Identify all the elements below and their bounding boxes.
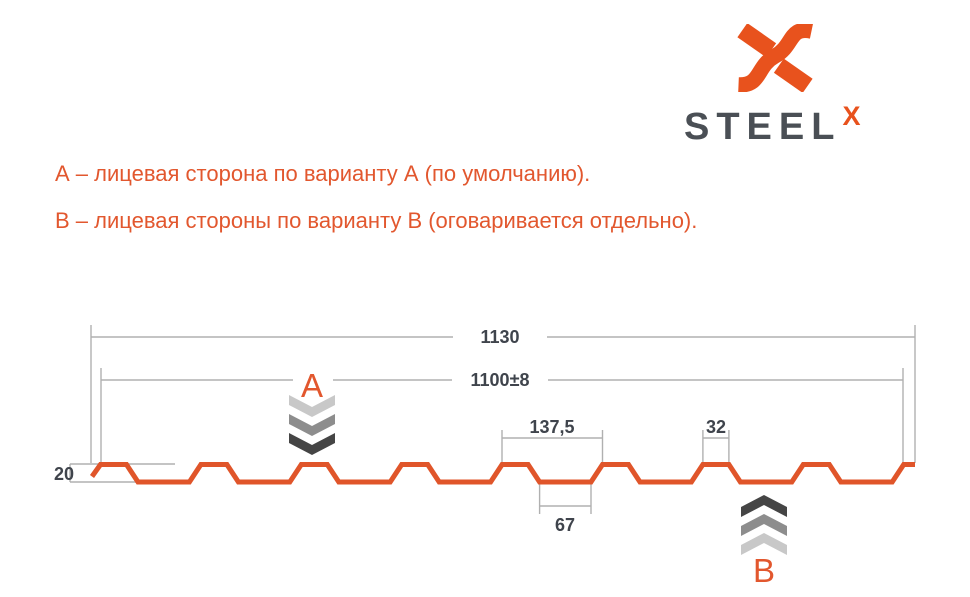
chevron-down-icon <box>289 414 335 436</box>
dim-20-value: 20 <box>54 464 74 484</box>
dim-1130-value: 1130 <box>480 327 519 347</box>
side-a-label: A <box>301 367 323 404</box>
dim-32-value: 32 <box>706 417 726 437</box>
chevron-down-icon <box>289 433 335 455</box>
brand-wordmark-text: STEEL <box>684 106 842 148</box>
brand-wordmark: STEELX <box>684 101 860 149</box>
dim-1100-value: 1100±8 <box>471 370 530 390</box>
chevron-up-icon <box>741 495 787 517</box>
side-a-marker: A <box>289 367 335 455</box>
logo-x-bottom-right-arm <box>773 58 813 92</box>
chevron-up-icon <box>741 514 787 536</box>
dimension-rib-top: 32 <box>702 417 730 463</box>
chevron-down-icon <box>289 395 335 417</box>
dimension-cover-width: 1100±8 <box>100 368 904 463</box>
chevron-up-icon <box>741 533 787 555</box>
dimension-rib-pitch: 137,5 <box>501 417 604 463</box>
dimension-valley-width: 67 <box>538 484 592 535</box>
note-variant-b: В – лицевая стороны по варианту В (огова… <box>55 208 698 233</box>
brand-x-superscript: X <box>842 101 861 131</box>
dimension-overall-width: 1130 <box>90 325 916 463</box>
side-b-label: B <box>753 552 775 589</box>
logo-x-s-diagonal <box>738 24 813 92</box>
steelx-logo-icon <box>737 24 813 92</box>
sheet-profile-outline <box>89 462 915 485</box>
side-b-marker: B <box>741 495 787 589</box>
logo-x-top-left-arm <box>737 24 777 58</box>
profile-diagram: 1130 1100±8 137,5 32 <box>54 325 916 589</box>
note-variant-a: А – лицевая сторона по варианту А (по ум… <box>55 161 591 186</box>
dim-67-value: 67 <box>555 515 575 535</box>
dim-137-value: 137,5 <box>529 417 574 437</box>
